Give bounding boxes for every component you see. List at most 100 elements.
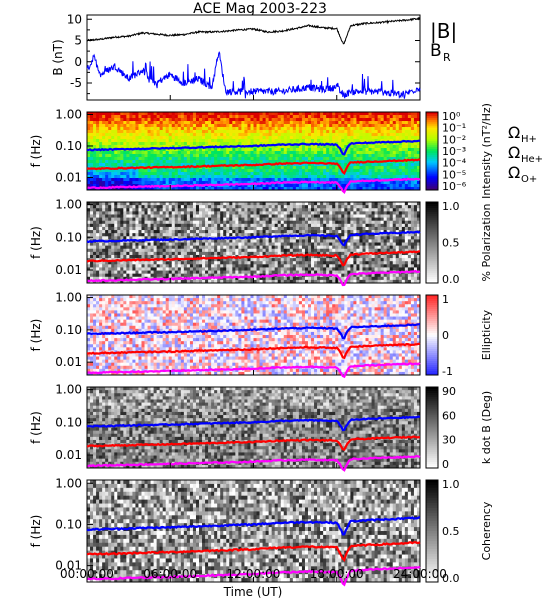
spectrogram-cell [96, 124, 100, 128]
spectrogram-cell [241, 208, 245, 212]
spectrogram-cell [186, 242, 191, 247]
spectrogram-cell [265, 236, 270, 240]
spectrogram-cell [108, 136, 112, 140]
spectrogram-cell [395, 148, 400, 152]
spectrogram-cell [208, 115, 212, 119]
spectrogram-cell [189, 142, 194, 146]
spectrogram-cell [162, 205, 167, 209]
spectrogram-cell [338, 136, 342, 140]
spectrogram-cell [147, 172, 151, 176]
spectrogram-cell [144, 139, 148, 143]
spectrogram-cell [235, 239, 239, 243]
spectrogram-cell [168, 145, 173, 149]
spectrogram-cell [90, 124, 94, 128]
spectrogram-cell [332, 178, 336, 182]
spectrogram-cell [99, 178, 103, 182]
spectrogram-cell [329, 175, 333, 179]
spectrogram-cell [298, 154, 303, 158]
spectrogram-cell [320, 226, 324, 231]
spectrogram-cell [332, 169, 336, 173]
spectrogram-cell [362, 136, 366, 140]
spectrogram-cell [401, 172, 406, 176]
spectrogram-cell [147, 145, 151, 149]
spectrogram-cell [114, 264, 118, 268]
spectrogram-cell [265, 223, 270, 228]
spectrogram-cell [262, 208, 267, 212]
spectrogram-cell [93, 248, 97, 253]
spectrogram-cell [226, 223, 230, 228]
spectrogram-cell [253, 205, 257, 209]
spectrogram-cell [180, 136, 185, 140]
spectrogram-cell [304, 242, 309, 247]
spectrogram-cell [135, 208, 139, 212]
spectrogram-cell [205, 160, 209, 164]
spectrogram-cell [380, 145, 385, 149]
spectrogram-cell [223, 254, 227, 259]
spectrogram-cell [241, 175, 245, 179]
spectrogram-cell [286, 124, 291, 128]
spectrogram-cell [259, 273, 263, 278]
spectrogram-cell [314, 115, 318, 119]
spectrogram-cell [114, 115, 118, 119]
spectrogram-cell [356, 136, 360, 140]
spectrogram-cell [168, 205, 173, 209]
spectrogram-cell [253, 157, 257, 161]
spectrogram-cell [214, 172, 218, 176]
spectrogram-cell [238, 264, 242, 268]
spectrogram-cell [123, 118, 127, 122]
spectrogram-cell [277, 214, 282, 218]
spectrogram-cell [102, 267, 106, 271]
spectrogram-cell [301, 139, 306, 143]
colorbar-segment [426, 176, 438, 179]
spectrogram-cell [126, 214, 130, 218]
spectrogram-cell [298, 115, 303, 119]
spectrogram-cell [368, 151, 372, 155]
spectrogram-cell [214, 121, 218, 125]
spectrogram-cell [120, 248, 124, 253]
spectrogram-cell [87, 130, 91, 134]
spectrogram-cell [144, 273, 148, 278]
spectrogram-cell [177, 169, 182, 173]
spectrogram-cell [314, 230, 318, 234]
spectrogram-cell [311, 242, 315, 247]
spectrogram-cell [189, 270, 194, 275]
spectrogram-cell [111, 178, 115, 182]
spectrogram-cell [168, 245, 173, 250]
spectrogram-cell [168, 130, 173, 134]
spectrogram-cell [105, 136, 109, 140]
spectrogram-cell [268, 157, 273, 161]
spectrogram-cell [135, 187, 139, 191]
spectrogram-cell [220, 230, 224, 234]
legend-magnitude: |B| [430, 19, 457, 43]
spectrogram-cell [195, 127, 200, 131]
spectrogram-cell [268, 112, 273, 116]
spectrogram-cell [214, 166, 218, 170]
spectrogram-cell [156, 163, 161, 167]
spectrogram-cell [171, 127, 176, 131]
spectrogram-cell [87, 233, 91, 237]
spectrogram-cell [298, 220, 303, 225]
spectrogram-cell [87, 208, 91, 212]
spectrogram-cell [241, 160, 245, 164]
spectrogram-cell [229, 245, 233, 250]
spectrogram-cell [232, 258, 236, 262]
spectrogram-cell [141, 205, 145, 209]
spectrogram-cell [202, 217, 206, 222]
spectrogram-cell [407, 115, 412, 119]
spectrogram-cell [199, 226, 203, 231]
spectrogram-cell [383, 145, 388, 149]
spectrogram-cell [150, 211, 154, 215]
spectrogram-cell [413, 115, 418, 119]
colorbar-segment [426, 123, 438, 127]
spectrogram-cell [174, 139, 179, 143]
spectrogram-cell [199, 245, 203, 250]
spectrogram-cell [99, 136, 103, 140]
spectrogram-cell [356, 145, 360, 149]
spectrogram-cell [214, 175, 218, 179]
spectrogram-cell [192, 112, 197, 116]
spectrogram-cell [250, 115, 254, 119]
spectrogram-cell [229, 175, 233, 179]
spectrogram-cell [111, 276, 115, 281]
spectrogram-cell [374, 142, 379, 146]
spectrogram-cell [186, 220, 191, 225]
